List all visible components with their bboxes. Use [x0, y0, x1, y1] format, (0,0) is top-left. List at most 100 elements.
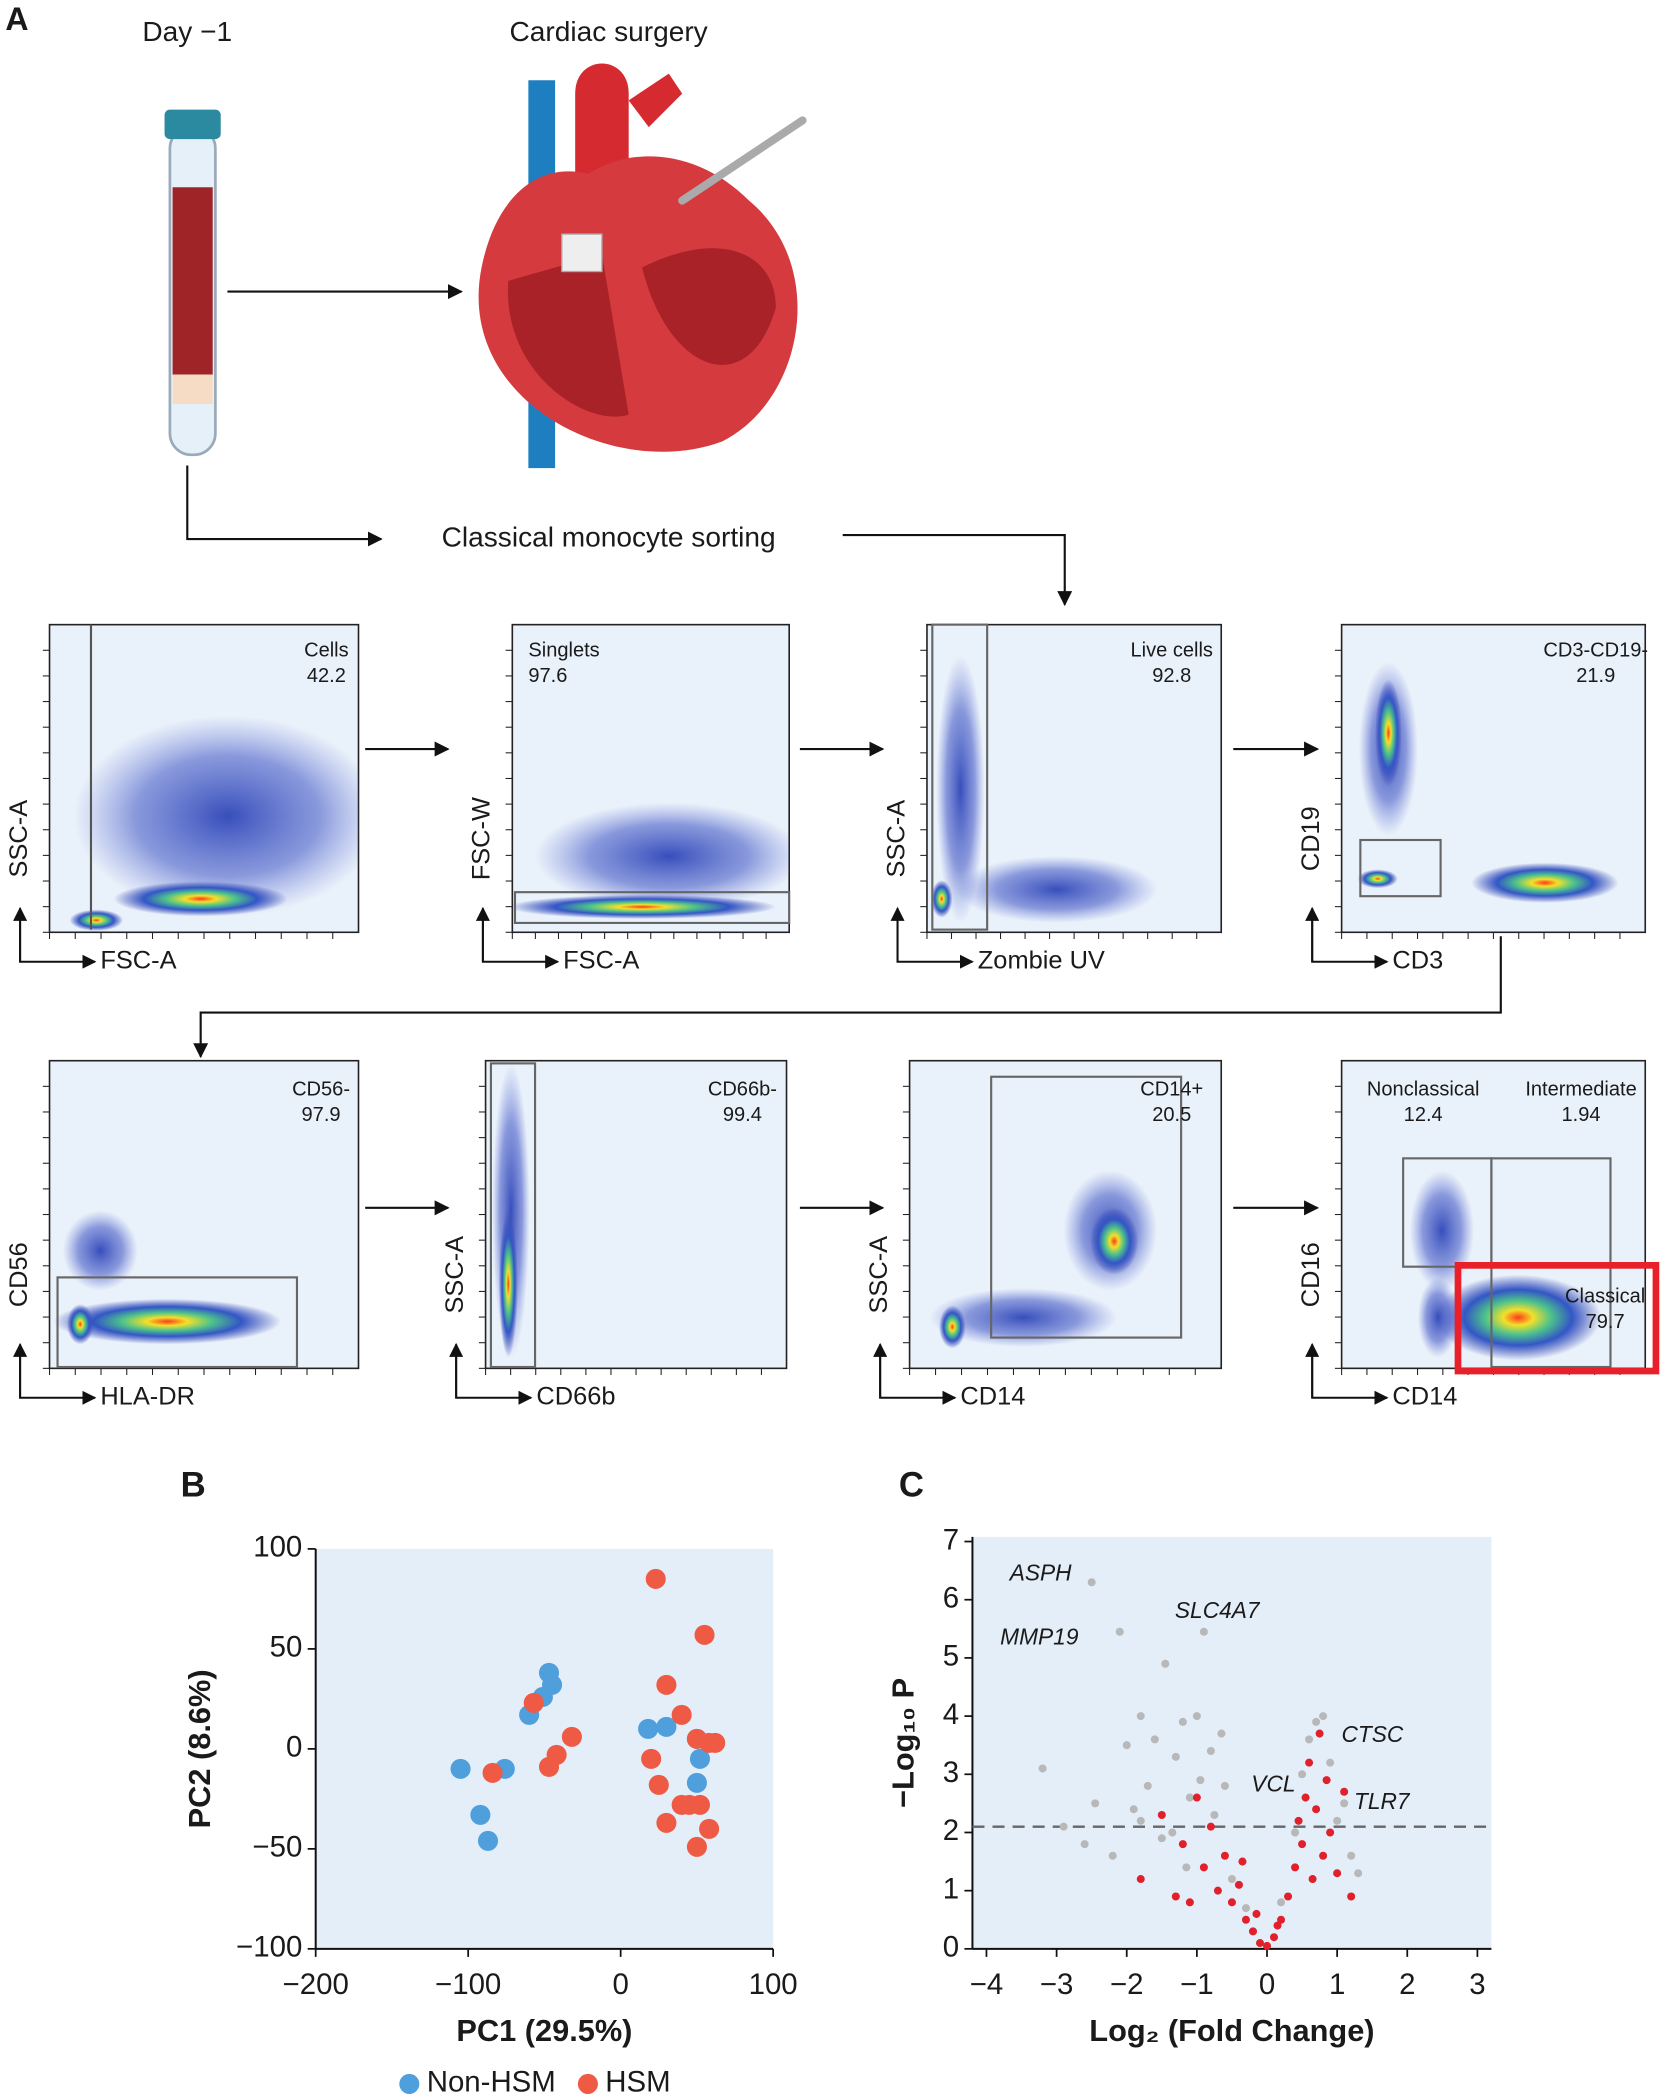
y-axis-label: CD19 [1297, 806, 1325, 871]
data-point [1122, 1741, 1131, 1750]
highlight-gate [1454, 1262, 1660, 1375]
data-point [1340, 1787, 1349, 1796]
y-tick-label: 100 [253, 1531, 302, 1564]
data-point [1087, 1578, 1096, 1587]
data-point [1136, 1816, 1145, 1825]
legend-label: HSM [605, 2066, 670, 2099]
gate-percent: 97.9 [302, 1104, 341, 1126]
x-axis-label: CD14 [960, 1382, 1025, 1410]
gate-percent: 42.2 [307, 665, 346, 687]
data-point [1185, 1793, 1194, 1802]
data-point [689, 1748, 710, 1769]
gate-name: CD66b- [708, 1078, 777, 1100]
data-point [1227, 1875, 1236, 1884]
legend-label: Non-HSM [427, 2066, 556, 2099]
y-tick-label: 1 [943, 1872, 959, 1905]
x-axis-label: FSC-A [100, 946, 176, 974]
data-point [1333, 1816, 1342, 1825]
data-point [1199, 1863, 1208, 1872]
y-tick-label: 5 [943, 1640, 959, 1673]
x-tick-label: 3 [1469, 1968, 1485, 2001]
data-point [561, 1726, 582, 1747]
gate [1359, 838, 1442, 898]
density-blob [1417, 1277, 1458, 1358]
data-point [1333, 1869, 1342, 1878]
step-label: Day −1 [142, 16, 232, 47]
density-blob [1471, 862, 1619, 903]
data-point [1178, 1717, 1187, 1726]
y-axis-title: PC2 (8.6%) [182, 1669, 217, 1828]
x-tick-label: 0 [1259, 1968, 1275, 2001]
gate-percent: 99.4 [723, 1104, 762, 1126]
x-tick-label: 0 [612, 1968, 628, 2001]
data-point [641, 1748, 662, 1769]
data-point [538, 1756, 560, 1777]
data-point [1312, 1717, 1321, 1726]
data-point [699, 1818, 720, 1839]
data-point [1312, 1805, 1321, 1814]
data-point [1059, 1822, 1068, 1831]
data-point [1157, 1811, 1166, 1820]
flow-plot: CD56- 97.9 HLA-DR CD56 [5, 1059, 360, 1410]
y-tick-label: 0 [286, 1731, 302, 1764]
density-blob [956, 856, 1158, 923]
gene-label: TLR7 [1354, 1788, 1411, 1814]
density-blob [535, 802, 790, 910]
data-point [1262, 1941, 1272, 1950]
y-axis-label: CD56 [5, 1242, 33, 1307]
data-point [1354, 1869, 1363, 1878]
density-blob [1090, 1207, 1139, 1275]
data-point [1161, 1659, 1170, 1668]
density-blob [929, 1288, 1117, 1347]
data-point [1305, 1758, 1314, 1767]
density-blob [512, 894, 776, 919]
data-point [689, 1794, 710, 1815]
gate-name: CD14+ [1140, 1078, 1203, 1100]
gate-name: CD3-CD19- [1543, 640, 1648, 662]
density-blob [1357, 869, 1398, 889]
y-tick-label: 4 [943, 1698, 959, 1731]
density-blob [73, 715, 359, 917]
data-point [1248, 1927, 1257, 1936]
gate-name: Nonclassical [1367, 1078, 1480, 1100]
y-axis-label: SSC-A [441, 1236, 469, 1314]
data-point [1196, 1776, 1205, 1785]
data-point [1238, 1857, 1247, 1866]
data-point [1206, 1747, 1215, 1756]
data-point [1178, 1840, 1187, 1849]
data-point [1192, 1712, 1201, 1721]
gate [990, 1075, 1183, 1339]
data-point [1157, 1834, 1166, 1843]
density [1409, 1170, 1602, 1361]
data-point [656, 1716, 677, 1737]
data-point [1301, 1793, 1310, 1802]
data-point [1150, 1735, 1159, 1744]
connectors [186, 284, 1502, 1216]
data-point [656, 1674, 677, 1695]
flow-plot: Live cells 92.8 Zombie UV SSC-A [882, 623, 1223, 974]
density [930, 655, 1158, 923]
density [69, 715, 359, 931]
data-point [1080, 1840, 1089, 1849]
data-point [1241, 1904, 1250, 1913]
gate-name: Intermediate [1525, 1078, 1636, 1100]
x-axis-label: Zombie UV [978, 946, 1105, 974]
data-point [638, 1718, 659, 1739]
legend-swatch [399, 2073, 420, 2094]
x-tick-label: 1 [1329, 1968, 1345, 2001]
y-tick-label: −100 [236, 1931, 302, 1964]
data-point [1241, 1915, 1250, 1924]
data-point [1291, 1863, 1300, 1872]
flow-plot: Singlets 97.6 FSC-A FSC-W [468, 623, 791, 974]
gate-name: Live cells [1131, 640, 1213, 662]
gate-name: CD56- [292, 1078, 350, 1100]
data-point [1252, 1909, 1261, 1918]
panel-label: B [181, 1467, 206, 1505]
data-point [671, 1794, 692, 1815]
step-label: Classical monocyte sorting [442, 521, 776, 552]
data-point [1220, 1781, 1229, 1790]
gate [56, 1276, 299, 1369]
flow-plot: Nonclassical 12.4 Intermediate 1.94 Classica… [1297, 1059, 1660, 1410]
